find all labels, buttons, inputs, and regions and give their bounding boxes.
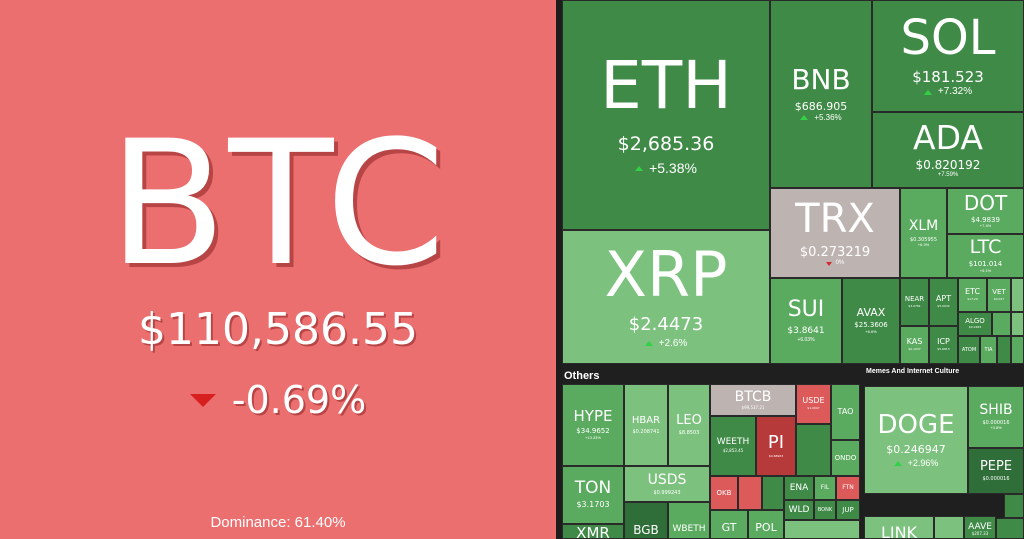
up-arrow-icon — [635, 165, 644, 171]
tile-ltc[interactable]: LTC $101.014 +5.1% — [947, 234, 1024, 278]
tile-icp[interactable]: ICP $5.6813 — [929, 326, 958, 364]
tile-fil[interactable]: FIL — [814, 476, 836, 500]
section-label-others: Others — [564, 370, 600, 382]
tile-ena[interactable]: ENA — [784, 476, 814, 500]
tile-xlm[interactable]: XLM $0.305955 +6.3% — [900, 188, 947, 278]
tile-shib[interactable]: SHIB $0.000016 +3.8% — [968, 386, 1024, 448]
tile-pepe[interactable]: PEPE $0.000016 — [968, 448, 1024, 494]
tile-sol[interactable]: SOL $181.523 +7.32% — [872, 0, 1024, 112]
tile-tia[interactable]: TIA — [980, 336, 997, 364]
btc-change: -0.69% — [231, 378, 367, 422]
section-label-memes: Memes And Internet Culture — [866, 368, 960, 375]
tile-link[interactable]: LINK — [864, 516, 934, 539]
tile-tao[interactable]: TAO — [831, 384, 860, 440]
tile-avax[interactable]: AVAX $25.3606 +6.6% — [842, 278, 900, 364]
tile-xrp[interactable]: XRP $2.4473 +2.6% — [562, 230, 770, 364]
tile-ondo[interactable]: ONDO — [831, 440, 860, 476]
up-arrow-icon — [800, 115, 809, 121]
tile-doge[interactable]: DOGE $0.246947 +2.96% — [864, 386, 968, 494]
tile-eth[interactable]: ETH $2,685.36 +5.38% — [562, 0, 770, 230]
tile-small-12[interactable] — [996, 518, 1024, 539]
tile-trx[interactable]: TRX $0.273219 0% — [770, 188, 900, 278]
tile-xmr[interactable]: XMR — [562, 524, 624, 539]
tile-weeth[interactable]: WEETH $2,853.45 — [710, 416, 756, 476]
btc-panel[interactable]: BTC $110,586.55 -0.69% Dominance: 61.40% — [0, 0, 556, 539]
tile-small-8[interactable] — [762, 476, 784, 510]
tile-leo[interactable]: LEO $8.8503 — [668, 384, 710, 466]
tile-atom[interactable]: ATOM — [958, 336, 980, 364]
tile-pi[interactable]: PI $0.68963 — [756, 416, 796, 476]
up-arrow-icon — [893, 460, 902, 466]
tile-ftn[interactable]: FTN — [836, 476, 860, 500]
tile-small-2[interactable] — [992, 312, 1011, 336]
down-arrow-icon — [189, 393, 216, 407]
tile-small-1[interactable] — [1011, 278, 1024, 312]
tile-etc[interactable]: ETC $17.29 — [958, 278, 987, 312]
tile-aave[interactable]: AAVE $207.33 — [964, 516, 996, 539]
tile-small-3[interactable] — [1011, 312, 1024, 336]
tile-usde[interactable]: USDE $1.0007 — [796, 384, 831, 424]
tile-small-7[interactable] — [738, 476, 762, 510]
tile-near[interactable]: NEAR $3.0781 — [900, 278, 929, 326]
tile-pol[interactable]: POL — [748, 510, 784, 539]
tile-small-6[interactable] — [796, 424, 831, 476]
tile-bgb[interactable]: BGB — [624, 502, 668, 539]
tile-apt[interactable]: APT $5.0032 — [929, 278, 958, 326]
tile-bonk[interactable]: BONK — [814, 500, 836, 520]
panel-divider — [556, 0, 562, 539]
tile-small-10[interactable] — [1004, 494, 1024, 518]
tile-wbeth[interactable]: WBETH — [668, 502, 710, 539]
btc-change-row: -0.69% — [0, 378, 556, 422]
tile-hype[interactable]: HYPE $34.9652 +13.33% — [562, 384, 624, 466]
tile-hbar[interactable]: HBAR $0.208741 — [624, 384, 668, 466]
tile-jup[interactable]: JUP — [836, 500, 860, 520]
down-arrow-icon — [825, 261, 832, 266]
tile-usds[interactable]: USDS $0.999243 — [624, 466, 710, 502]
tile-ada[interactable]: ADA $0.820192 +7.59% — [872, 112, 1024, 188]
tile-small-9[interactable] — [784, 520, 860, 539]
tile-small-5[interactable] — [1011, 336, 1024, 364]
tile-okb[interactable]: OKB — [710, 476, 738, 510]
tile-wld[interactable]: WLD — [784, 500, 814, 520]
btc-dominance: Dominance: 61.40% — [210, 514, 346, 531]
tile-algo[interactable]: ALGO $0.2283 — [958, 312, 992, 336]
btc-symbol: BTC — [108, 103, 448, 304]
btc-price: $110,586.55 — [138, 304, 418, 355]
tile-bnb[interactable]: BNB $686.905 +5.36% — [770, 0, 872, 188]
tile-small-4[interactable] — [997, 336, 1011, 364]
tile-vet[interactable]: VET $0.027 — [987, 278, 1011, 312]
up-arrow-icon — [644, 341, 653, 347]
tile-dot[interactable]: DOT $4.9839 +7.4% — [947, 188, 1024, 234]
up-arrow-icon — [923, 89, 932, 95]
tile-gt[interactable]: GT — [710, 510, 748, 539]
tile-ton[interactable]: TON $3.1703 — [562, 466, 624, 524]
tile-sui[interactable]: SUI $3.8641 +6.03% — [770, 278, 842, 364]
tile-small-11[interactable] — [934, 516, 964, 539]
tile-btcb[interactable]: BTCB $99,537.21 — [710, 384, 796, 416]
tile-kas[interactable]: KAS $0.1037 — [900, 326, 929, 364]
